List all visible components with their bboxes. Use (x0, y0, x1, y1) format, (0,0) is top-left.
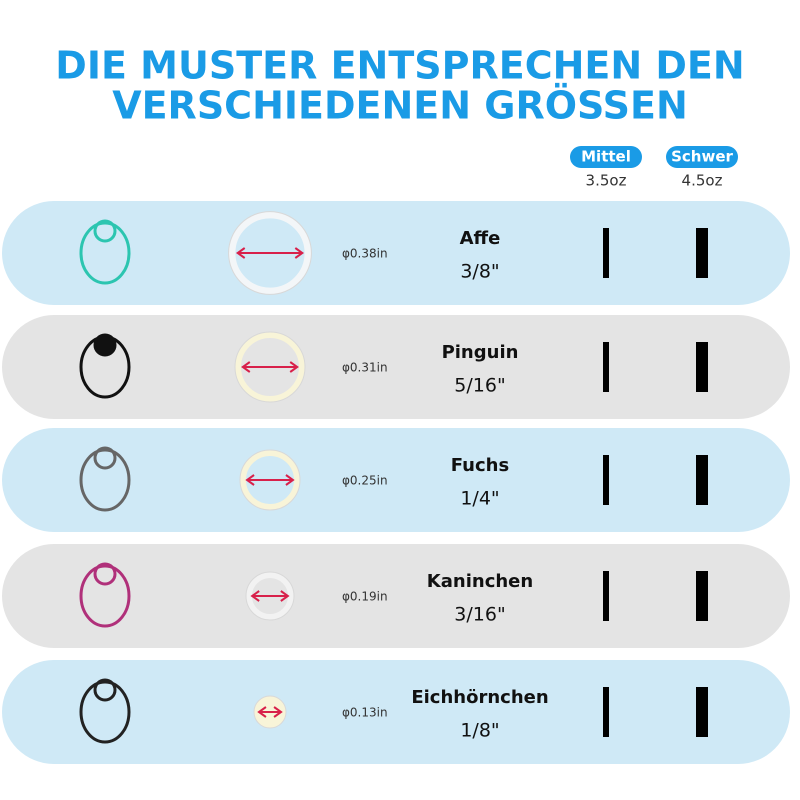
column-weight: 4.5oz (682, 172, 723, 190)
column-badge (666, 146, 738, 168)
column-name: Mittel (581, 148, 631, 166)
size-label: 1/8" (460, 720, 499, 742)
row-background (2, 544, 790, 648)
arrow-head (257, 706, 283, 718)
row-background (2, 315, 790, 419)
animal-icon-head (93, 678, 117, 702)
size-label: 3/16" (454, 604, 505, 626)
ring (246, 572, 294, 620)
animal-icon-head (93, 562, 117, 586)
row-background (2, 201, 790, 305)
animal-icon (79, 221, 131, 285)
size-label: 3/8" (460, 261, 499, 283)
animal-icon (79, 564, 131, 628)
diameter-label: φ0.25in (342, 474, 388, 488)
thickness-bar (603, 228, 609, 278)
arrow-head (250, 590, 290, 602)
thickness-bar (696, 342, 708, 392)
ring (240, 450, 300, 510)
ring-edge (245, 571, 295, 621)
column-name: Schwer (671, 148, 733, 166)
animal-name: Fuchs (451, 455, 509, 476)
diameter-label: φ0.19in (342, 590, 388, 604)
animal-name: Kaninchen (427, 571, 533, 592)
arrow-head (241, 361, 299, 373)
thickness-bar (603, 687, 609, 737)
ring-edge (234, 331, 306, 403)
diameter-label: φ0.38in (342, 247, 388, 261)
row-background (2, 660, 790, 764)
animal-icon (79, 448, 131, 512)
animal-name: Affe (460, 228, 501, 249)
title-line: VERSCHIEDENEN GRÖSSEN (112, 84, 688, 128)
thickness-bar (696, 687, 708, 737)
thickness-bar (696, 228, 708, 278)
diameter-label: φ0.13in (342, 706, 388, 720)
diameter-label: φ0.31in (342, 361, 388, 375)
column-badge (570, 146, 642, 168)
ring-edge (253, 695, 287, 729)
title-line: DIE MUSTER ENTSPRECHEN DEN (55, 44, 744, 88)
thickness-bar (696, 455, 708, 505)
thickness-bar (603, 571, 609, 621)
animal-icon-head (93, 333, 117, 357)
ring (235, 332, 305, 402)
ring-edge (239, 449, 301, 511)
animal-name: Pinguin (442, 342, 519, 363)
size-label: 1/4" (460, 488, 499, 510)
thickness-bar (603, 455, 609, 505)
thickness-bar (603, 342, 609, 392)
animal-icon-head (93, 446, 117, 470)
animal-icon (79, 680, 131, 744)
column-weight: 3.5oz (586, 172, 627, 190)
arrow-head (235, 247, 305, 259)
ring (228, 211, 312, 295)
animal-name: Eichhörnchen (411, 687, 548, 708)
arrow-head (245, 474, 295, 486)
animal-icon-head (93, 219, 117, 243)
size-label: 5/16" (454, 375, 505, 397)
ring-edge (228, 211, 312, 295)
thickness-bar (696, 571, 708, 621)
row-background (2, 428, 790, 532)
